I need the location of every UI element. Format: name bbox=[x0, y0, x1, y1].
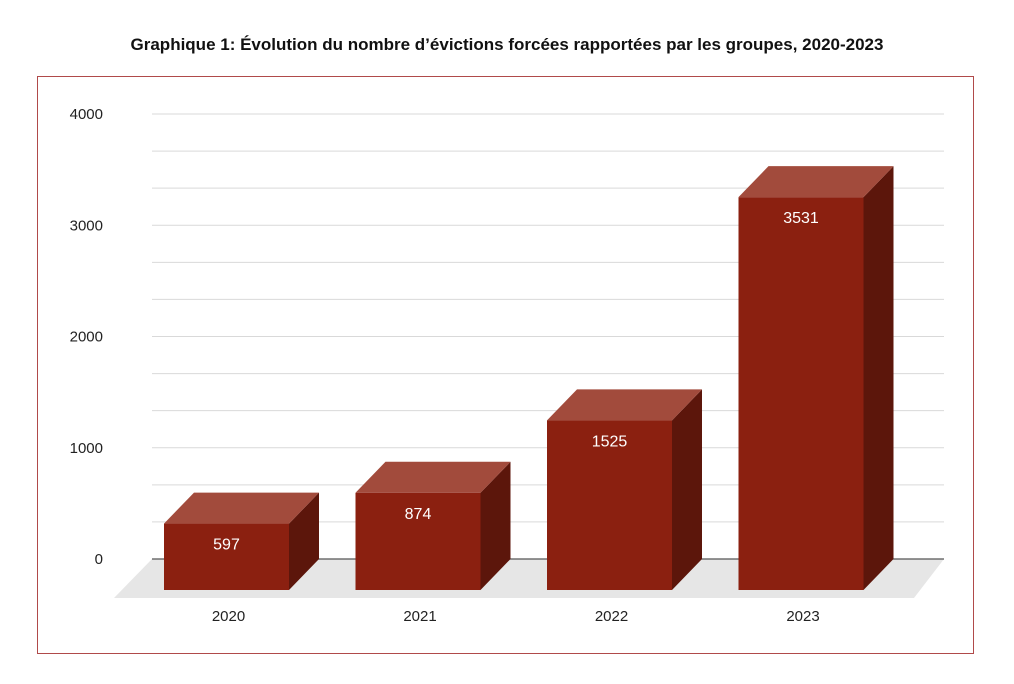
bar-top-face bbox=[164, 492, 319, 524]
bar-group: 874 bbox=[355, 461, 511, 590]
bar bbox=[164, 523, 289, 590]
x-category-label: 2020 bbox=[212, 608, 245, 625]
bar bbox=[355, 492, 481, 590]
bar-top-face bbox=[355, 461, 511, 493]
x-category-label: 2021 bbox=[403, 608, 436, 625]
bars-group: 597 874 1525 3531 bbox=[164, 166, 894, 590]
bar-data-label: 3531 bbox=[783, 210, 819, 227]
y-tick-label: 2000 bbox=[70, 329, 103, 346]
bar-data-label: 1525 bbox=[592, 433, 628, 450]
chart-floor-group bbox=[114, 559, 944, 598]
chart-title: Graphique 1: Évolution du nombre d’évict… bbox=[130, 35, 884, 54]
bar-top-face bbox=[738, 166, 894, 198]
chart-floor bbox=[114, 559, 944, 598]
y-tick-label: 0 bbox=[95, 551, 103, 568]
bar-side-face bbox=[672, 389, 702, 590]
bar-group: 3531 bbox=[738, 166, 894, 590]
bar-side-face bbox=[289, 492, 319, 590]
chart-frame bbox=[37, 76, 974, 654]
y-tick-label: 4000 bbox=[70, 106, 103, 123]
x-category-label: 2022 bbox=[595, 608, 628, 625]
y-tick-label: 1000 bbox=[70, 440, 103, 457]
bar-side-face bbox=[480, 461, 511, 590]
bar-group: 1525 bbox=[547, 389, 702, 590]
y-tick-label: 3000 bbox=[70, 217, 103, 234]
bar-top-face bbox=[547, 389, 702, 421]
bar-side-face bbox=[863, 166, 894, 590]
x-category-label: 2023 bbox=[786, 608, 819, 625]
bar-data-label: 597 bbox=[213, 537, 240, 554]
bar bbox=[547, 420, 672, 590]
bar-data-label: 874 bbox=[405, 506, 432, 523]
x-category-labels: 2020 2021 2022 2023 bbox=[212, 608, 820, 625]
bar-group: 597 bbox=[164, 492, 319, 590]
bar bbox=[738, 197, 864, 590]
y-tick-labels: 0 1000 2000 3000 4000 bbox=[70, 106, 103, 568]
